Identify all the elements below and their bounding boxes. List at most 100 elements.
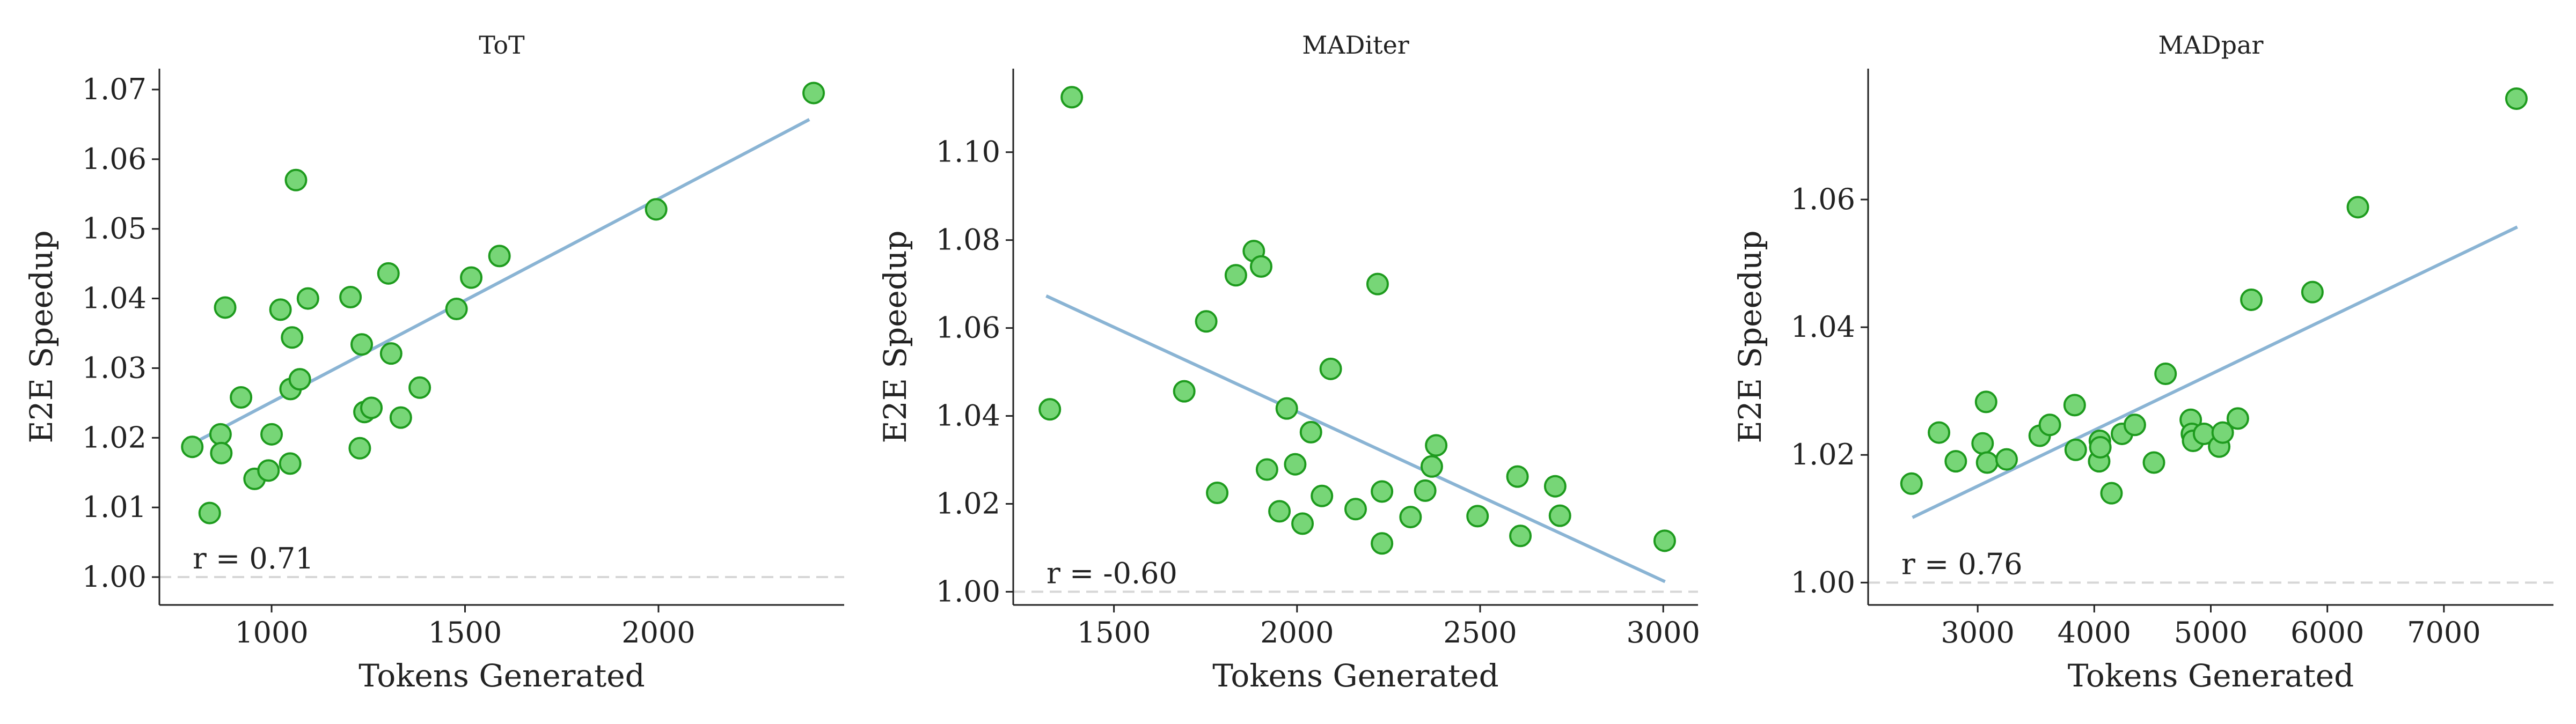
- panel-title: MADpar: [2158, 31, 2263, 60]
- data-point: [2123, 413, 2146, 437]
- panel-title: ToT: [479, 31, 525, 60]
- y-tick-label: 1.03: [82, 351, 147, 385]
- data-point: [1299, 420, 1322, 444]
- x-axis-label: Tokens Generated: [2068, 657, 2354, 694]
- data-point: [1928, 421, 1951, 444]
- data-point: [1466, 505, 1489, 528]
- data-point: [1974, 390, 1997, 413]
- data-point: [1543, 475, 1567, 498]
- x-tick-label: 5000: [2174, 616, 2248, 649]
- data-point: [198, 501, 221, 524]
- data-point: [1268, 500, 1291, 523]
- data-point: [2505, 87, 2528, 110]
- x-tick-label: 2000: [621, 616, 695, 649]
- y-tick-label: 1.06: [82, 142, 147, 176]
- y-tick-label: 1.00: [1791, 565, 1855, 599]
- x-axis-label: Tokens Generated: [358, 657, 645, 694]
- data-point: [1399, 506, 1422, 529]
- data-point: [360, 396, 383, 419]
- data-point: [1971, 432, 1994, 455]
- x-tick-label: 3000: [1626, 616, 1700, 649]
- correlation-annotation: r = 0.71: [193, 542, 314, 575]
- y-tick-label: 1.08: [936, 223, 1000, 257]
- data-point: [379, 342, 402, 365]
- data-point: [1506, 465, 1529, 488]
- data-point: [2346, 196, 2369, 219]
- x-tick-label: 2000: [1260, 616, 1334, 649]
- data-point: [260, 423, 283, 446]
- data-point: [1173, 380, 1196, 403]
- data-point: [288, 368, 311, 391]
- data-point: [1319, 357, 1342, 380]
- data-point: [1206, 481, 1229, 504]
- x-tick-label: 1000: [235, 616, 308, 649]
- data-point: [2240, 288, 2263, 311]
- x-tick-label: 2500: [1443, 616, 1517, 649]
- data-point: [257, 459, 280, 482]
- data-point: [1275, 397, 1298, 420]
- y-axis-label: E2E Speedup: [877, 230, 913, 443]
- y-tick-label: 1.04: [82, 282, 147, 315]
- data-point: [1975, 451, 1999, 474]
- data-point: [2301, 280, 2324, 304]
- data-point: [1900, 472, 1923, 495]
- y-tick-label: 1.06: [1791, 182, 1855, 216]
- data-point: [2089, 435, 2112, 459]
- data-point: [389, 406, 412, 429]
- data-point: [279, 452, 302, 475]
- data-point: [348, 437, 371, 460]
- data-point: [269, 298, 292, 321]
- x-tick-label: 6000: [2290, 616, 2364, 649]
- data-point: [1653, 529, 1676, 552]
- data-point: [1038, 398, 1062, 421]
- y-tick-label: 1.04: [1791, 310, 1855, 344]
- data-point: [408, 376, 431, 399]
- y-tick-label: 1.01: [82, 490, 147, 524]
- y-axis-label: E2E Speedup: [23, 230, 60, 443]
- data-point: [2038, 413, 2061, 437]
- panel-tot: ToT Tokens Generated E2E Speedup r = 0.7…: [23, 31, 844, 694]
- data-point: [210, 441, 233, 464]
- data-point: [2063, 394, 2086, 417]
- data-point: [460, 266, 483, 289]
- y-axis-label: E2E Speedup: [1732, 230, 1768, 443]
- data-point: [1425, 434, 1448, 457]
- data-point: [1944, 450, 1967, 473]
- y-tick-label: 1.02: [936, 486, 1000, 520]
- data-point: [1060, 86, 1084, 109]
- x-axis-label: Tokens Generated: [1212, 657, 1499, 694]
- data-point: [296, 287, 319, 310]
- data-point: [1255, 458, 1278, 481]
- data-point: [1291, 512, 1314, 535]
- data-point: [230, 386, 253, 409]
- y-tick-label: 1.07: [82, 72, 147, 106]
- panel-maditer: MADiter Tokens Generated E2E Speedup r =…: [877, 31, 1700, 694]
- panel-title: MADiter: [1302, 31, 1409, 60]
- data-point: [214, 296, 237, 319]
- fit-line: [1045, 294, 1666, 583]
- data-point: [488, 245, 511, 268]
- correlation-annotation: r = -0.60: [1046, 556, 1177, 590]
- x-tick-label: 7000: [2407, 616, 2480, 649]
- y-tick-label: 1.06: [936, 311, 1000, 345]
- data-point: [181, 435, 204, 459]
- data-point: [1284, 453, 1307, 476]
- y-tick-label: 1.00: [82, 560, 147, 594]
- data-point: [1995, 448, 2018, 471]
- data-point: [377, 262, 400, 285]
- data-point: [2100, 482, 2123, 505]
- data-point: [350, 333, 374, 356]
- data-point: [1371, 480, 1394, 503]
- data-point: [1420, 455, 1443, 478]
- fit-line: [1912, 225, 2518, 519]
- x-tick-label: 1500: [428, 616, 502, 649]
- data-point: [1366, 272, 1389, 295]
- correlation-annotation: r = 0.76: [1901, 547, 2023, 581]
- data-point: [1548, 504, 1571, 527]
- panel-madpar: MADpar Tokens Generated E2E Speedup r = …: [1732, 31, 2553, 694]
- data-point: [2154, 363, 2177, 386]
- x-tick-label: 1500: [1077, 616, 1151, 649]
- data-point: [645, 198, 668, 221]
- y-tick-label: 1.05: [82, 212, 147, 246]
